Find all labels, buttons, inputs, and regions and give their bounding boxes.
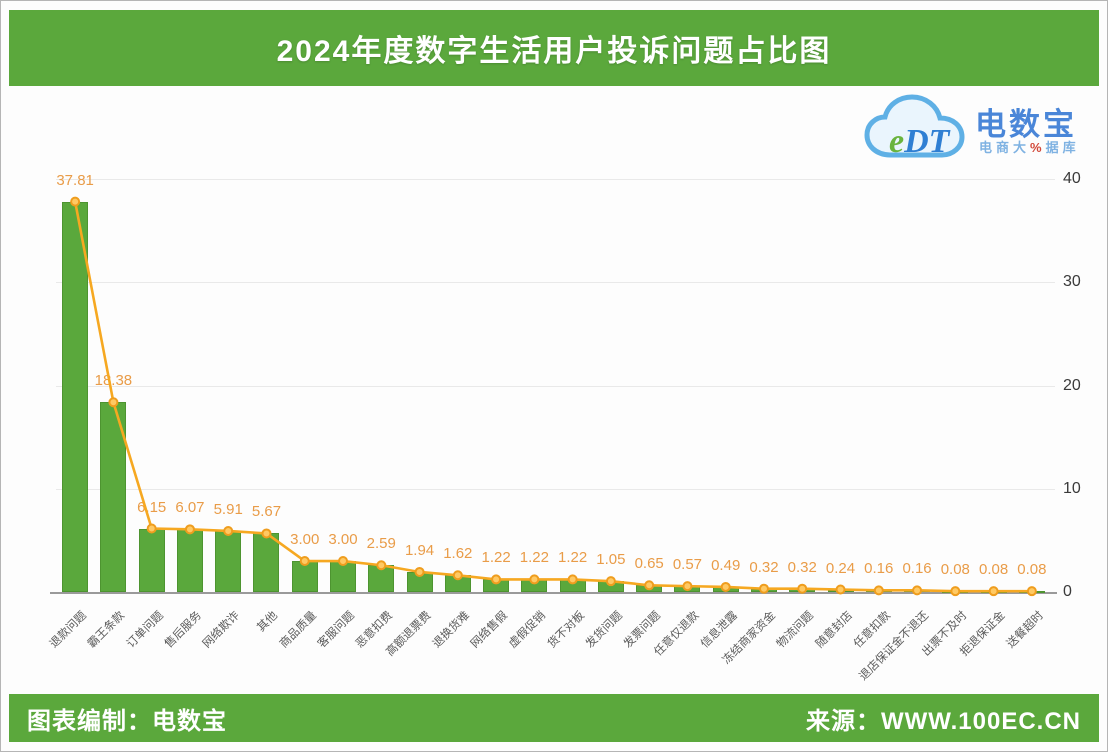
bar xyxy=(100,402,127,592)
bar xyxy=(942,591,969,593)
value-label: 5.67 xyxy=(251,503,282,521)
bar xyxy=(62,201,89,592)
x-category-label: 订单问题 xyxy=(124,609,166,651)
y-gridline xyxy=(56,385,1055,387)
bar xyxy=(444,575,471,592)
bar xyxy=(215,530,242,592)
value-label: 18.38 xyxy=(94,372,133,390)
bar xyxy=(559,579,586,592)
bar xyxy=(636,585,663,592)
bar xyxy=(330,561,357,592)
page-title: 2024年度数字生活用户投诉问题占比图 xyxy=(276,35,832,68)
header-band: 2024年度数字生活用户投诉问题占比图 xyxy=(9,10,1099,86)
logo-subtitle: 电商大%据库 xyxy=(979,140,1080,155)
bar xyxy=(789,588,816,592)
x-category-label: 其他 xyxy=(255,609,281,635)
x-category-label: 售后服务 xyxy=(162,609,204,651)
x-category-label: 送餐超时 xyxy=(1004,609,1046,651)
bar xyxy=(406,571,433,592)
x-category-label: 随意封店 xyxy=(813,609,855,651)
logo-name: 电数宝 xyxy=(975,107,1077,142)
y-gridline xyxy=(56,282,1055,284)
value-label: 37.81 xyxy=(56,171,94,189)
bar xyxy=(674,586,701,592)
logo-mark: eDT xyxy=(889,123,950,160)
x-category-label: 网络售假 xyxy=(469,609,511,651)
y-tick-label: 0 xyxy=(1063,583,1072,600)
edt-logo: eDT 电数宝 电商大%据库 xyxy=(863,93,1103,171)
bar xyxy=(1018,591,1045,593)
bar xyxy=(521,579,548,592)
x-category-label: 客服问题 xyxy=(315,609,357,651)
bar xyxy=(865,590,892,593)
x-axis-line xyxy=(50,592,1057,594)
y-tick-label: 40 xyxy=(1063,170,1081,187)
y-tick-label: 10 xyxy=(1063,479,1081,497)
x-category-label: 霸王条款 xyxy=(86,609,128,651)
bar xyxy=(597,581,624,592)
bar xyxy=(904,590,931,593)
bar xyxy=(368,565,395,592)
y-tick-label: 20 xyxy=(1063,376,1081,394)
x-category-label: 退款问题 xyxy=(48,609,90,651)
cloud-icon xyxy=(864,94,965,158)
bar xyxy=(750,588,777,592)
x-category-label: 货不对板 xyxy=(545,609,587,651)
y-gridline xyxy=(56,179,1055,180)
bar xyxy=(176,529,203,592)
footer-band: 图表编制：电数宝 来源：WWW.100EC.CN xyxy=(9,694,1099,742)
value-label: 0.08 xyxy=(1017,561,1047,578)
bar xyxy=(138,528,165,592)
x-category-label: 网络欺诈 xyxy=(201,609,243,651)
chart-credit: 图表编制：电数宝 xyxy=(27,707,227,735)
bar xyxy=(483,579,510,592)
x-category-label: 虚假促销 xyxy=(507,609,549,651)
bar xyxy=(980,591,1007,593)
y-gridline xyxy=(56,488,1055,490)
x-category-label: 物流问题 xyxy=(775,609,817,651)
y-tick-label: 30 xyxy=(1063,273,1081,291)
x-category-label: 退换货难 xyxy=(430,609,472,651)
chart-source: 来源：WWW.100EC.CN xyxy=(805,707,1081,735)
bar xyxy=(712,586,739,592)
bar xyxy=(827,589,854,592)
x-category-label: 发货问题 xyxy=(583,609,625,651)
bar xyxy=(291,561,318,592)
x-category-label: 商品质量 xyxy=(277,609,319,651)
